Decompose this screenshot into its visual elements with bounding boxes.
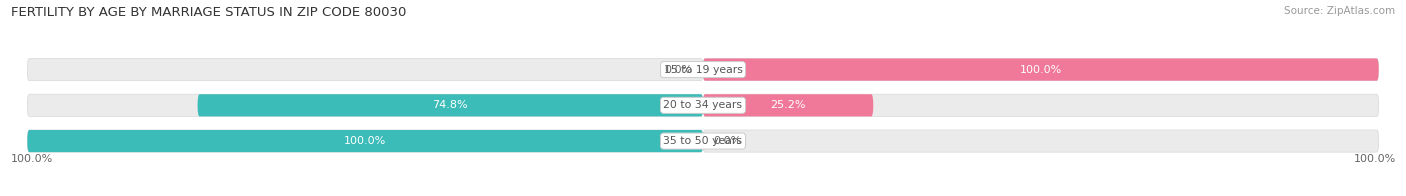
Text: 0.0%: 0.0% [665,64,693,75]
Text: 25.2%: 25.2% [770,100,806,110]
FancyBboxPatch shape [27,94,703,116]
FancyBboxPatch shape [703,58,1379,81]
FancyBboxPatch shape [27,58,703,81]
Text: 15 to 19 years: 15 to 19 years [664,64,742,75]
FancyBboxPatch shape [27,130,703,152]
FancyBboxPatch shape [27,130,703,152]
FancyBboxPatch shape [703,94,1379,116]
Text: FERTILITY BY AGE BY MARRIAGE STATUS IN ZIP CODE 80030: FERTILITY BY AGE BY MARRIAGE STATUS IN Z… [11,6,406,19]
FancyBboxPatch shape [703,130,1379,152]
Text: 100.0%: 100.0% [344,136,387,146]
FancyBboxPatch shape [703,58,1379,81]
FancyBboxPatch shape [198,94,703,116]
Text: 100.0%: 100.0% [10,154,52,164]
FancyBboxPatch shape [703,94,873,116]
Text: 20 to 34 years: 20 to 34 years [664,100,742,110]
Text: 74.8%: 74.8% [433,100,468,110]
Text: Source: ZipAtlas.com: Source: ZipAtlas.com [1284,6,1395,16]
Text: 35 to 50 years: 35 to 50 years [664,136,742,146]
Text: 100.0%: 100.0% [1354,154,1396,164]
Text: 0.0%: 0.0% [713,136,741,146]
Text: 100.0%: 100.0% [1019,64,1062,75]
